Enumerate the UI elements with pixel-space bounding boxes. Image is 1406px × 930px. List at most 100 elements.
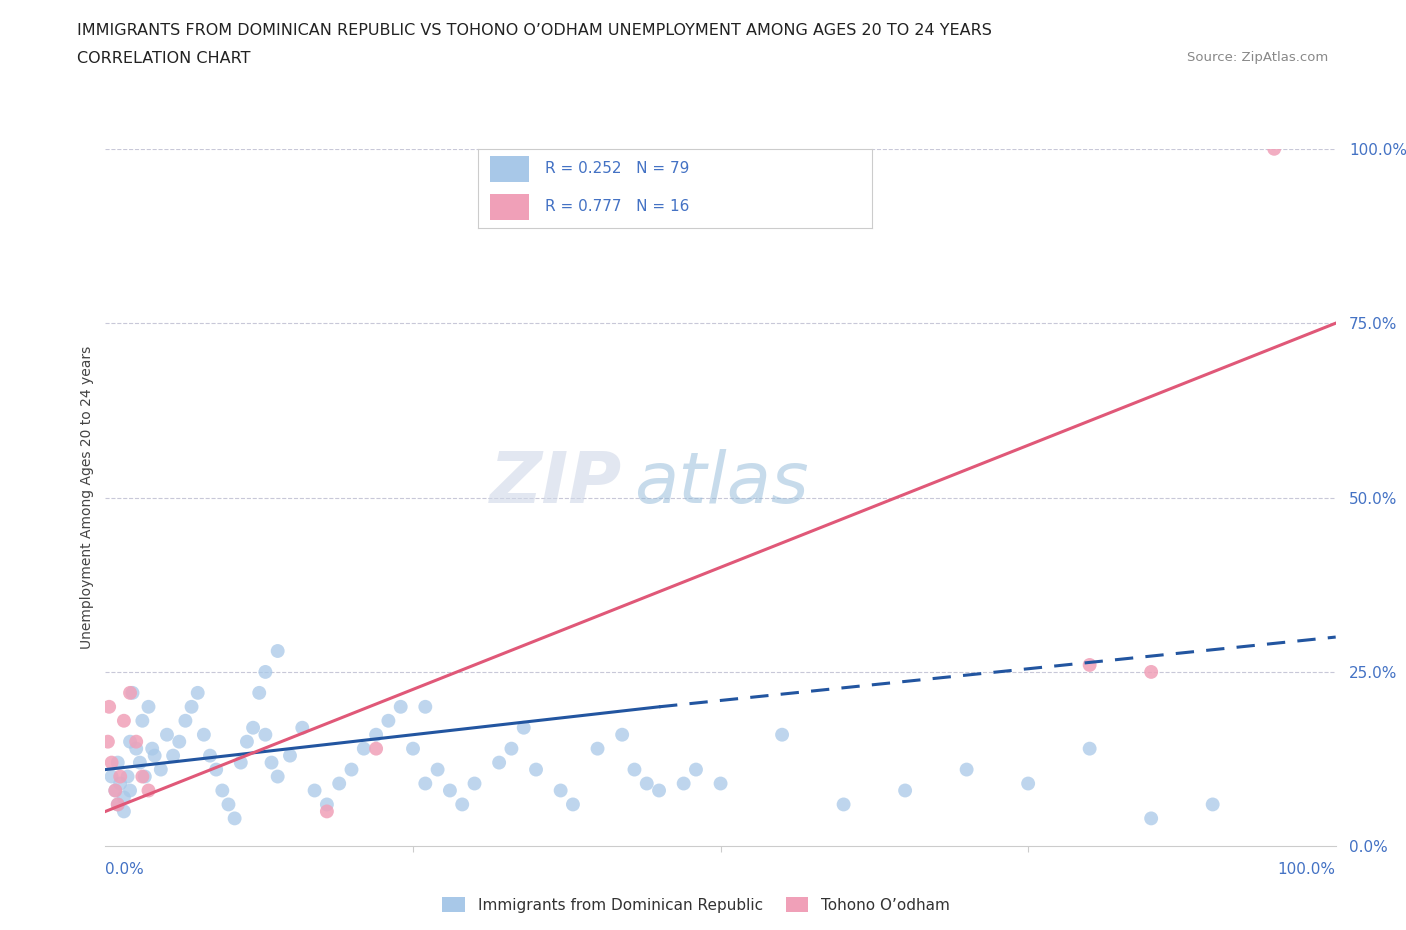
Point — [636, 776, 658, 790]
Point — [229, 755, 252, 770]
Point — [377, 713, 399, 728]
Point — [439, 783, 461, 798]
Point — [247, 685, 270, 700]
Point — [562, 797, 585, 812]
Point — [672, 776, 695, 790]
Point — [304, 783, 326, 798]
Point — [1017, 776, 1039, 790]
FancyBboxPatch shape — [489, 156, 529, 182]
Point — [156, 727, 179, 742]
Point — [112, 713, 135, 728]
Point — [129, 755, 152, 770]
Point — [131, 713, 153, 728]
Point — [612, 727, 634, 742]
Point — [340, 763, 363, 777]
Y-axis label: Unemployment Among Ages 20 to 24 years: Unemployment Among Ages 20 to 24 years — [80, 346, 94, 649]
Point — [149, 763, 172, 777]
Point — [956, 763, 979, 777]
Point — [315, 797, 337, 812]
Point — [242, 721, 264, 736]
Point — [586, 741, 609, 756]
Point — [623, 763, 645, 777]
Point — [138, 783, 160, 798]
Point — [402, 741, 425, 756]
Point — [488, 755, 510, 770]
Text: R = 0.777   N = 16: R = 0.777 N = 16 — [546, 199, 689, 215]
Point — [193, 727, 215, 742]
Point — [218, 797, 240, 812]
Point — [254, 665, 277, 680]
Legend: Immigrants from Dominican Republic, Tohono O’odham: Immigrants from Dominican Republic, Toho… — [436, 891, 956, 919]
Point — [648, 783, 671, 798]
Text: ZIP: ZIP — [489, 449, 621, 518]
Point — [353, 741, 375, 756]
Point — [120, 783, 141, 798]
Point — [366, 741, 388, 756]
Point — [205, 763, 228, 777]
Text: atlas: atlas — [634, 449, 808, 518]
Point — [267, 644, 290, 658]
Point — [328, 776, 350, 790]
Point — [366, 727, 388, 742]
Point — [254, 727, 277, 742]
Text: Source: ZipAtlas.com: Source: ZipAtlas.com — [1188, 51, 1329, 64]
Point — [100, 769, 122, 784]
Point — [1263, 141, 1285, 156]
Point — [100, 755, 122, 770]
Point — [501, 741, 523, 756]
Point — [112, 790, 135, 805]
Point — [125, 741, 148, 756]
Text: R = 0.252   N = 79: R = 0.252 N = 79 — [546, 162, 689, 177]
Point — [415, 776, 437, 790]
Point — [1201, 797, 1223, 812]
Point — [180, 699, 202, 714]
Point — [121, 685, 143, 700]
Point — [426, 763, 449, 777]
FancyBboxPatch shape — [489, 193, 529, 220]
Point — [104, 783, 127, 798]
Point — [162, 748, 184, 763]
Point — [169, 735, 191, 750]
Point — [415, 699, 437, 714]
Point — [550, 783, 572, 798]
Point — [143, 748, 166, 763]
Point — [1140, 811, 1163, 826]
Point — [120, 735, 141, 750]
Point — [107, 797, 129, 812]
Point — [685, 763, 707, 777]
Text: IMMIGRANTS FROM DOMINICAN REPUBLIC VS TOHONO O’ODHAM UNEMPLOYMENT AMONG AGES 20 : IMMIGRANTS FROM DOMINICAN REPUBLIC VS TO… — [77, 23, 993, 38]
Point — [107, 755, 129, 770]
Point — [1140, 665, 1163, 680]
Point — [120, 685, 141, 700]
Point — [291, 721, 314, 736]
Point — [112, 804, 135, 819]
Point — [211, 783, 233, 798]
Point — [513, 721, 536, 736]
Text: CORRELATION CHART: CORRELATION CHART — [77, 51, 250, 66]
Point — [224, 811, 246, 826]
Point — [141, 741, 163, 756]
Point — [134, 769, 156, 784]
Point — [464, 776, 486, 790]
Point — [131, 769, 153, 784]
Point — [278, 748, 301, 763]
Point — [236, 735, 259, 750]
Point — [451, 797, 474, 812]
Point — [104, 783, 127, 798]
Point — [267, 769, 290, 784]
Point — [117, 769, 139, 784]
Point — [770, 727, 793, 742]
Point — [174, 713, 197, 728]
Point — [524, 763, 547, 777]
Point — [187, 685, 209, 700]
Point — [315, 804, 337, 819]
Point — [98, 699, 121, 714]
Point — [110, 769, 132, 784]
Point — [110, 776, 132, 790]
Point — [389, 699, 412, 714]
Point — [894, 783, 917, 798]
Point — [97, 735, 120, 750]
Point — [138, 699, 160, 714]
Point — [832, 797, 855, 812]
Point — [107, 797, 129, 812]
